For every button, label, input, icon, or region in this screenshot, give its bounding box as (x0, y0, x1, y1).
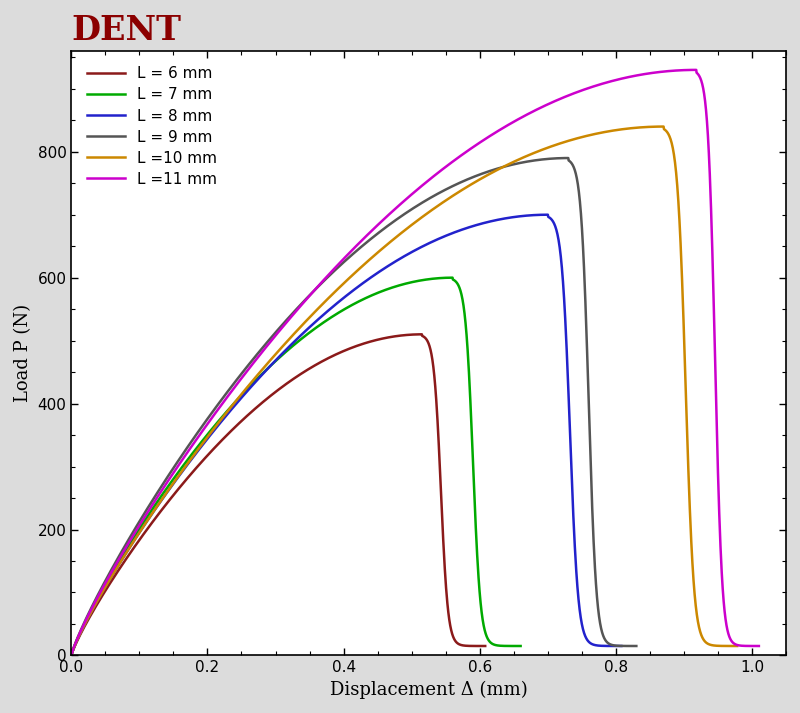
Line: L = 9 mm: L = 9 mm (71, 158, 636, 655)
L =11 mm (122, 543, 131, 551)
L = 6 mm (481, 642, 490, 650)
L =11 mm (754, 642, 764, 650)
L = 8 mm (560, 307, 570, 316)
L = 8 mm (616, 642, 626, 650)
L =11 mm (754, 642, 763, 650)
L = 6 mm (178, 479, 188, 488)
L =10 mm (676, 239, 686, 247)
L = 7 mm (66, 651, 76, 660)
L = 8 mm (66, 651, 76, 660)
Y-axis label: Load P (N): Load P (N) (14, 304, 32, 402)
L =10 mm (118, 553, 128, 562)
Legend: L = 6 mm, L = 7 mm, L = 8 mm, L = 9 mm, L =10 mm, L =11 mm: L = 6 mm, L = 7 mm, L = 8 mm, L = 9 mm, … (79, 58, 225, 195)
L = 9 mm (631, 642, 641, 650)
L = 7 mm (448, 273, 458, 282)
L =10 mm (587, 130, 597, 139)
L = 9 mm (110, 559, 120, 568)
L = 9 mm (504, 161, 514, 170)
L = 9 mm (66, 651, 76, 660)
L =10 mm (658, 122, 668, 130)
Text: DENT: DENT (71, 14, 182, 47)
L = 7 mm (100, 581, 110, 590)
L = 6 mm (98, 592, 107, 600)
L =11 mm (66, 651, 76, 660)
L = 6 mm (375, 335, 385, 344)
L = 9 mm (563, 154, 573, 163)
Line: L = 6 mm: L = 6 mm (71, 334, 486, 655)
L =10 mm (66, 651, 76, 660)
L = 8 mm (108, 570, 118, 578)
L = 6 mm (120, 556, 130, 565)
L = 6 mm (480, 642, 490, 650)
Line: L =10 mm: L =10 mm (71, 126, 737, 655)
L =10 mm (255, 368, 265, 376)
Line: L = 7 mm: L = 7 mm (71, 277, 521, 655)
L = 9 mm (225, 385, 234, 394)
L = 9 mm (631, 642, 641, 650)
L =10 mm (732, 642, 742, 650)
L = 8 mm (486, 217, 495, 225)
L =11 mm (691, 66, 701, 74)
L = 7 mm (463, 356, 473, 364)
Line: L =11 mm: L =11 mm (71, 70, 759, 655)
L = 6 mm (432, 400, 442, 409)
L =11 mm (162, 478, 172, 487)
L = 6 mm (417, 330, 426, 339)
L = 8 mm (543, 210, 553, 219)
L = 7 mm (125, 540, 134, 548)
L = 8 mm (218, 415, 228, 424)
L = 7 mm (402, 279, 411, 287)
L = 7 mm (516, 642, 526, 650)
L = 7 mm (515, 642, 525, 650)
L =11 mm (266, 338, 275, 347)
L = 8 mm (139, 521, 149, 530)
L = 9 mm (579, 263, 589, 272)
L =11 mm (616, 74, 626, 83)
L =11 mm (706, 195, 715, 203)
Line: L = 8 mm: L = 8 mm (71, 215, 622, 655)
X-axis label: Displacement Δ (mm): Displacement Δ (mm) (330, 681, 527, 699)
L =10 mm (732, 642, 742, 650)
L = 6 mm (66, 651, 76, 660)
L = 8 mm (617, 642, 626, 650)
L = 9 mm (142, 504, 152, 513)
L = 7 mm (188, 449, 198, 458)
L =10 mm (157, 495, 166, 503)
